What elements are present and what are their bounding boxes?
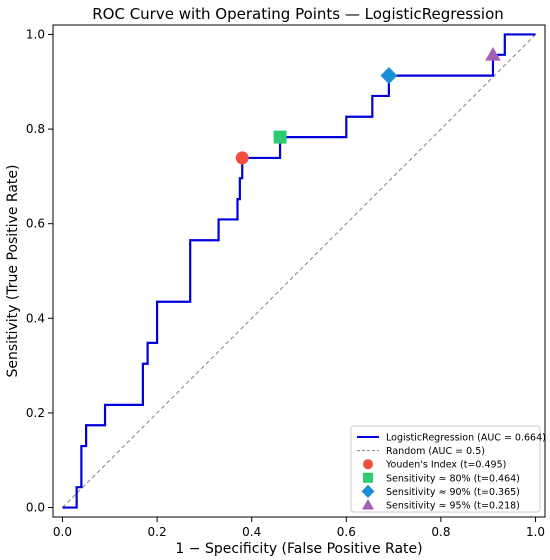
youden-point-marker bbox=[235, 151, 249, 165]
y-axis-ticks: 0.0 0.2 0.4 0.6 0.8 1.0 bbox=[26, 27, 53, 515]
sens80-point-marker bbox=[273, 130, 287, 144]
x-tick-label: 1.0 bbox=[526, 525, 545, 539]
y-tick-label: 0.4 bbox=[26, 311, 45, 325]
plot-frame bbox=[52, 24, 546, 518]
y-tick-label: 0.0 bbox=[26, 501, 45, 515]
y-tick-label: 0.2 bbox=[26, 406, 45, 420]
legend-label: Sensitivity ≈ 80% (t=0.464) bbox=[386, 473, 520, 484]
y-tick-label: 1.0 bbox=[26, 27, 45, 41]
legend-marker-swatch bbox=[363, 472, 373, 483]
chart-title: ROC Curve with Operating Points — Logist… bbox=[92, 5, 504, 23]
x-tick-label: 0.6 bbox=[337, 525, 356, 539]
legend-label: Sensitivity ≈ 90% (t=0.365) bbox=[386, 487, 520, 498]
legend-label: Youden's Index (t=0.495) bbox=[385, 460, 506, 471]
sens90-point-marker bbox=[380, 67, 398, 85]
sens95-point-marker bbox=[485, 47, 501, 61]
legend: LogisticRegression (AUC = 0.664) Random (… bbox=[350, 425, 546, 513]
y-tick-label: 0.6 bbox=[26, 217, 45, 231]
legend-label: Random (AUC = 0.5) bbox=[386, 446, 485, 457]
x-tick-label: 0.2 bbox=[148, 525, 167, 539]
x-axis-ticks: 0.0 0.2 0.4 0.6 0.8 1.0 bbox=[53, 517, 545, 539]
legend-marker-swatch bbox=[362, 499, 374, 510]
x-tick-label: 0.0 bbox=[53, 525, 72, 539]
y-tick-label: 0.8 bbox=[26, 122, 45, 136]
operating-points bbox=[235, 47, 501, 165]
plot-area bbox=[52, 24, 546, 518]
legend-box bbox=[350, 425, 541, 513]
y-axis-label: Sensitivity (True Positive Rate) bbox=[5, 165, 21, 378]
legend-label: LogisticRegression (AUC = 0.664) bbox=[386, 433, 546, 444]
x-tick-label: 0.4 bbox=[242, 525, 261, 539]
legend-marker-swatch bbox=[363, 459, 373, 470]
legend-label: Sensitivity ≈ 95% (t=0.218) bbox=[386, 501, 520, 512]
x-tick-label: 0.8 bbox=[431, 525, 450, 539]
legend-marker-swatch bbox=[361, 484, 375, 498]
x-axis-label: 1 − Specificity (False Positive Rate) bbox=[175, 541, 422, 557]
series-layer bbox=[62, 33, 536, 509]
roc-curve-line bbox=[62, 33, 536, 509]
